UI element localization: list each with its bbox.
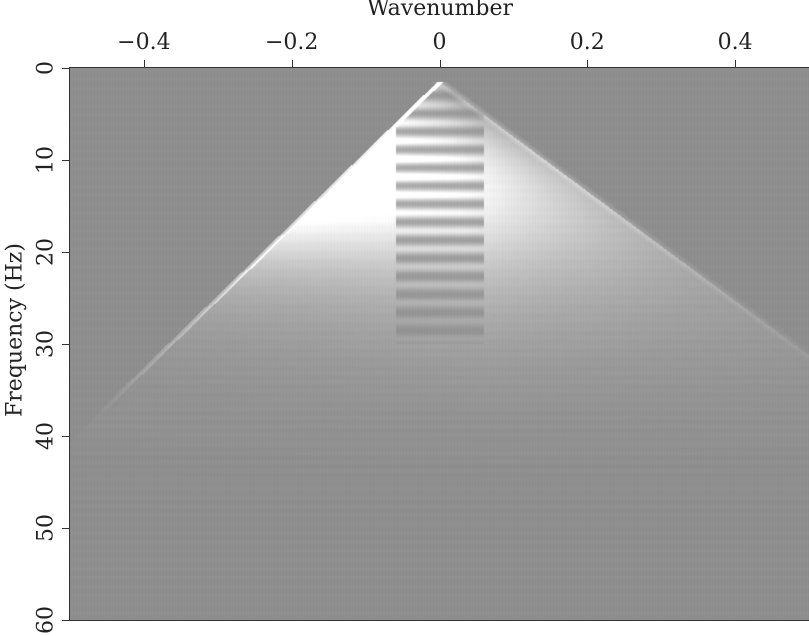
x-tick-mark — [143, 60, 145, 68]
x-tick-label: 0.4 — [717, 30, 753, 55]
y-tick-label: 50 — [33, 514, 59, 542]
x-tick-label: −0.2 — [264, 30, 319, 55]
y-tick-mark — [62, 252, 70, 253]
y-tick-label: 30 — [33, 330, 59, 358]
y-tick-label: 40 — [33, 422, 59, 450]
y-tick-mark — [62, 68, 70, 69]
y-tick-label: 60 — [33, 606, 59, 634]
y-tick-label: 10 — [33, 146, 59, 174]
x-tick-label: 0 — [432, 30, 447, 55]
y-tick-mark — [62, 620, 70, 621]
x-tick-label: −0.4 — [117, 30, 171, 55]
y-tick-label: 20 — [33, 238, 59, 266]
y-tick-mark — [62, 436, 70, 437]
y-tick-mark — [62, 528, 70, 529]
y-tick-mark — [62, 160, 70, 161]
y-tick-mark — [62, 344, 70, 345]
x-tick-mark — [291, 60, 293, 68]
x-tick-mark — [439, 60, 441, 68]
x-axis-label: Wavenumber — [366, 0, 514, 21]
x-tick-label: 0.2 — [569, 30, 605, 55]
x-tick-mark — [735, 60, 737, 68]
y-axis-label: Frequency (Hz) — [2, 243, 28, 417]
y-tick-label: 0 — [33, 61, 59, 75]
x-tick-mark — [587, 60, 589, 68]
fk-spectrum-heatmap — [70, 68, 809, 620]
